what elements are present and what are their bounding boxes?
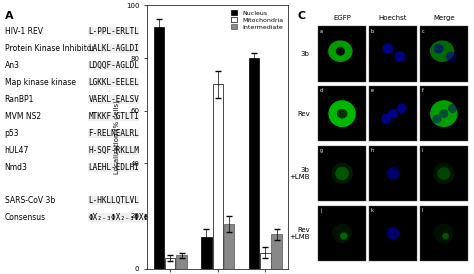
Text: Rev: Rev [297, 111, 310, 117]
Text: d: d [320, 89, 323, 93]
Text: e: e [371, 89, 374, 93]
FancyBboxPatch shape [318, 206, 366, 261]
FancyBboxPatch shape [318, 26, 366, 82]
Ellipse shape [439, 109, 448, 118]
Text: b: b [371, 28, 374, 34]
FancyBboxPatch shape [420, 26, 468, 82]
FancyBboxPatch shape [420, 206, 468, 261]
Text: LGKKL-EELEL: LGKKL-EELEL [88, 78, 139, 87]
Text: MVM NS2: MVM NS2 [5, 112, 41, 121]
Text: L-PPL-ERLTL: L-PPL-ERLTL [88, 27, 139, 36]
Ellipse shape [432, 115, 441, 123]
Text: An3: An3 [5, 61, 20, 70]
Ellipse shape [331, 163, 353, 184]
Text: SARS-CoV 3b: SARS-CoV 3b [5, 196, 55, 205]
Bar [249, 58, 259, 269]
Ellipse shape [383, 43, 393, 54]
Text: F-RELNEALRL: F-RELNEALRL [88, 129, 139, 138]
Text: LALKL-AGLDI: LALKL-AGLDI [88, 44, 139, 53]
FancyBboxPatch shape [420, 146, 468, 201]
Text: EGFP: EGFP [333, 15, 351, 21]
Ellipse shape [340, 232, 347, 239]
Text: Hoechst: Hoechst [379, 15, 407, 21]
Text: C: C [298, 11, 306, 21]
Ellipse shape [386, 167, 400, 180]
Text: Nmd3: Nmd3 [5, 163, 27, 172]
Text: k: k [371, 208, 374, 213]
FancyBboxPatch shape [369, 206, 417, 261]
Ellipse shape [430, 40, 454, 62]
Text: hUL47: hUL47 [5, 146, 29, 155]
Text: i: i [421, 148, 423, 153]
Text: L-HKLLQTLVL: L-HKLLQTLVL [88, 196, 139, 205]
Ellipse shape [332, 224, 352, 243]
Bar [165, 258, 175, 269]
Ellipse shape [434, 44, 444, 53]
Text: g: g [320, 148, 323, 153]
Legend: Nucleus, Mitochondria, Intermediate: Nucleus, Mitochondria, Intermediate [229, 8, 285, 32]
Ellipse shape [434, 224, 454, 243]
Ellipse shape [446, 52, 456, 61]
Bar [224, 224, 234, 269]
Text: RanBP1: RanBP1 [5, 95, 34, 104]
Ellipse shape [328, 100, 356, 127]
FancyBboxPatch shape [369, 86, 417, 141]
Bar [260, 253, 271, 269]
Text: H-SQF-RKLLM: H-SQF-RKLLM [88, 146, 139, 155]
Bar [272, 234, 282, 269]
FancyBboxPatch shape [318, 86, 366, 141]
Text: A: A [5, 11, 13, 21]
Text: Map kinase kinase: Map kinase kinase [5, 78, 76, 87]
Ellipse shape [394, 51, 405, 62]
Ellipse shape [335, 167, 349, 180]
Ellipse shape [397, 104, 407, 113]
Ellipse shape [328, 40, 353, 62]
Ellipse shape [438, 167, 450, 180]
Ellipse shape [337, 109, 347, 119]
Text: p53: p53 [5, 129, 19, 138]
FancyBboxPatch shape [369, 146, 417, 201]
Ellipse shape [430, 100, 457, 127]
Text: HIV-1 REV: HIV-1 REV [5, 27, 43, 36]
Text: Rev
+LMB: Rev +LMB [289, 227, 310, 240]
FancyBboxPatch shape [318, 146, 366, 201]
Text: f: f [421, 89, 423, 93]
Text: 3b
+LMB: 3b +LMB [289, 167, 310, 180]
Text: h: h [371, 148, 374, 153]
Text: j: j [320, 208, 321, 213]
Text: Merge: Merge [433, 15, 455, 21]
Ellipse shape [386, 227, 400, 240]
Text: a: a [320, 28, 323, 34]
Text: VAEKL-EALSV: VAEKL-EALSV [88, 95, 139, 104]
Text: c: c [421, 28, 424, 34]
FancyBboxPatch shape [369, 26, 417, 82]
Ellipse shape [448, 104, 457, 113]
Bar [212, 84, 223, 269]
Text: l: l [421, 208, 423, 213]
Ellipse shape [388, 109, 398, 119]
Text: ΦX₂₋₃ΦX₂₋₃ΦXΦ: ΦX₂₋₃ΦX₂₋₃ΦXΦ [88, 213, 148, 222]
Ellipse shape [336, 47, 345, 56]
Text: 3b: 3b [301, 51, 310, 57]
Ellipse shape [381, 114, 391, 124]
Text: Protein Kinase Inhibitor: Protein Kinase Inhibitor [5, 44, 94, 53]
Text: Consensus: Consensus [5, 213, 46, 222]
Y-axis label: Localization (% cells): Localization (% cells) [114, 100, 120, 174]
Text: LAEHL-EDLHI: LAEHL-EDLHI [88, 163, 139, 172]
Bar [201, 237, 211, 269]
Text: MTKKF-GTLTI: MTKKF-GTLTI [88, 112, 139, 121]
Bar [154, 27, 164, 269]
Ellipse shape [433, 163, 455, 184]
Bar [176, 255, 187, 269]
FancyBboxPatch shape [420, 86, 468, 141]
Ellipse shape [442, 233, 449, 239]
Text: LDQQF-AGLDL: LDQQF-AGLDL [88, 61, 139, 70]
